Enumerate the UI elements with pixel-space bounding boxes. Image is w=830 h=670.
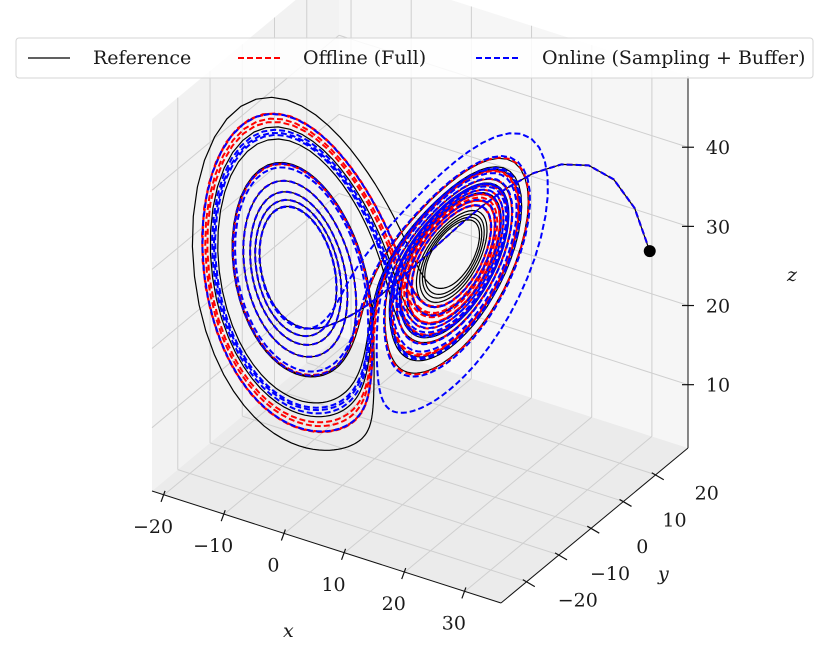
- grid-x-floor: [284, 378, 472, 534]
- x-tick-label: −20: [133, 516, 173, 538]
- initial-point-marker: [643, 245, 656, 258]
- tick-labels: −20 −10 0 10 20 30 −20 −10 0 10 20 10 20 30 40: [133, 137, 730, 634]
- legend-label-reference: Reference: [93, 47, 191, 69]
- x-tick-label: 10: [321, 574, 345, 596]
- grid-y-floor: [306, 362, 656, 476]
- y-axis-line: [500, 447, 689, 604]
- y-tick-mark: [554, 552, 568, 561]
- y-tick-mark: [619, 498, 632, 507]
- z-tick-label: 40: [706, 137, 730, 159]
- z-tick-label: 10: [706, 375, 730, 397]
- x-axis-line: [151, 490, 502, 604]
- legend-label-online: Online (Sampling + Buffer): [542, 47, 805, 69]
- y-tick-mark: [651, 472, 665, 481]
- x-tick-mark: [280, 529, 286, 541]
- x-tick-label: 20: [382, 593, 406, 615]
- x-tick-mark: [340, 548, 347, 560]
- grid-x-floor: [344, 397, 532, 554]
- grid-x-floor: [404, 416, 593, 573]
- x-tick-mark: [461, 587, 467, 599]
- trajectory-online: [201, 112, 651, 433]
- grid-z-side: [151, 272, 340, 429]
- grid-x-floor: [163, 339, 352, 496]
- z-tick-label: 20: [706, 296, 730, 318]
- legend-frame: [15, 37, 814, 79]
- z-axis-label: z: [786, 264, 798, 286]
- pane-xy: [152, 336, 688, 603]
- grid-x-floor: [464, 436, 653, 592]
- x-axis-label: x: [283, 620, 294, 642]
- y-axis-label: y: [657, 563, 669, 585]
- z-tick-label: 30: [706, 216, 730, 238]
- y-tick-label: 20: [695, 483, 719, 505]
- x-tick-label: 0: [267, 554, 279, 576]
- legend-label-offline: Offline (Full): [303, 47, 426, 69]
- y-tick-label: 10: [662, 509, 686, 531]
- trajectories: [191, 96, 656, 451]
- grid-y-floor: [209, 442, 560, 556]
- y-tick-label: 0: [636, 536, 648, 558]
- grid-z-back: [338, 113, 689, 227]
- axes-3d: [151, 0, 694, 604]
- x-tick-mark: [160, 490, 166, 503]
- x-tick-mark: [220, 509, 226, 522]
- x-tick-mark: [401, 567, 407, 580]
- y-tick-label: −20: [558, 590, 598, 612]
- x-tick-label: −10: [193, 535, 233, 557]
- y-tick-mark: [586, 525, 600, 534]
- x-tick-label: 30: [442, 612, 466, 634]
- grid-y-floor: [177, 469, 527, 583]
- grid-x-floor: [223, 358, 412, 515]
- y-tick-label: −10: [590, 563, 630, 585]
- legend: Reference Offline (Full) Online (Samplin…: [15, 37, 814, 79]
- y-tick-mark: [522, 579, 536, 588]
- grid-y-floor: [242, 415, 592, 529]
- pane-yz: [152, 0, 339, 491]
